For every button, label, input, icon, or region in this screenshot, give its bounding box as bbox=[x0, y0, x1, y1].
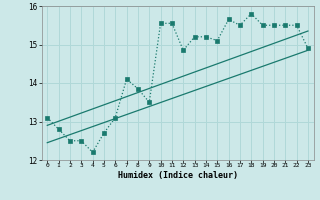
X-axis label: Humidex (Indice chaleur): Humidex (Indice chaleur) bbox=[118, 171, 237, 180]
